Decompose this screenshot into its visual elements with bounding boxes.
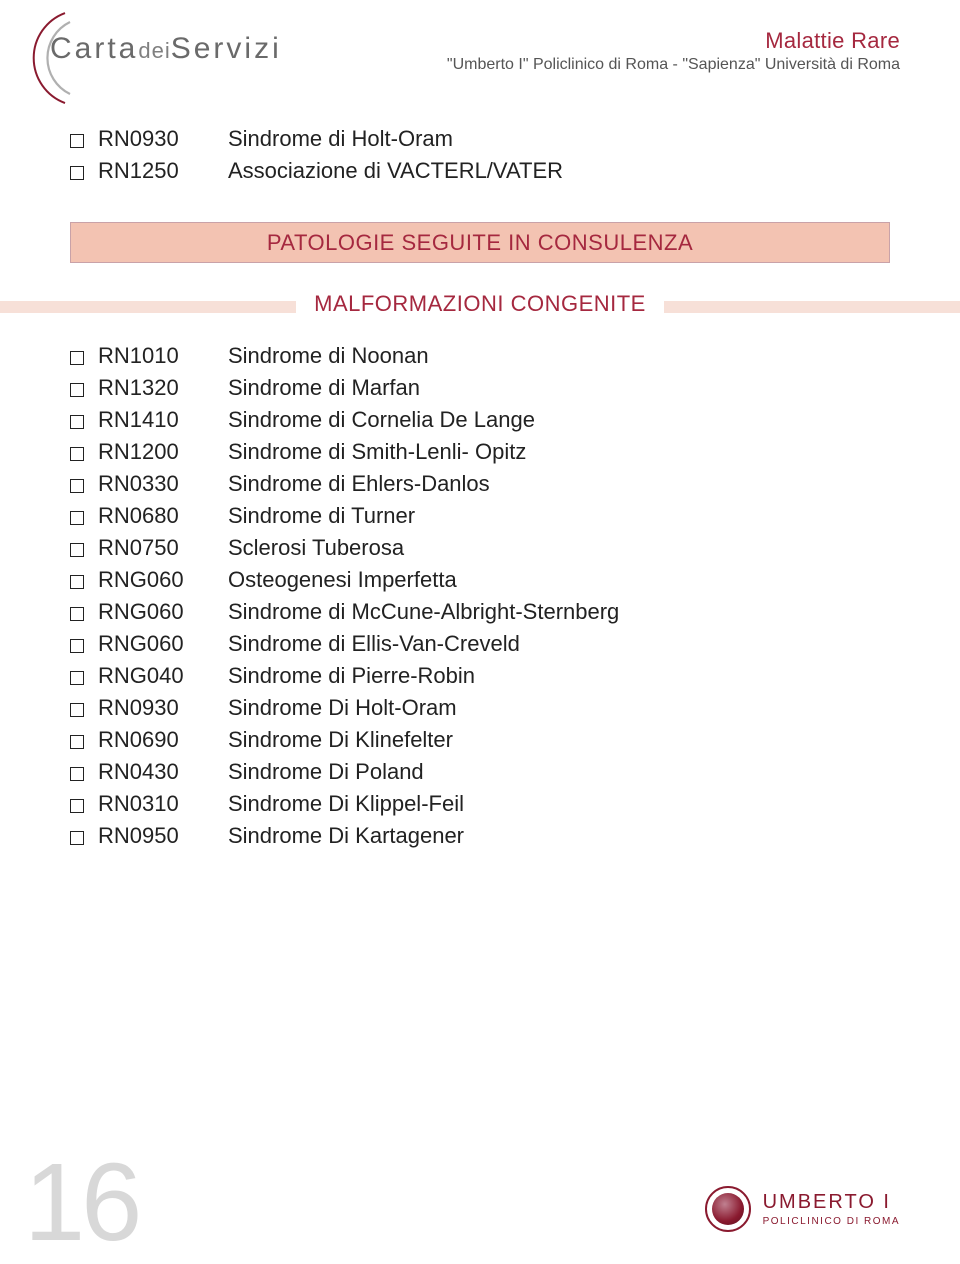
logo-word-dei: dei — [138, 38, 170, 63]
header-right: Malattie Rare "Umberto I" Policlinico di… — [447, 28, 900, 74]
disease-code: RN0430 — [98, 759, 228, 785]
sub-banner-text: MALFORMAZIONI CONGENITE — [296, 291, 664, 317]
list-item: RN1250Associazione di VACTERL/VATER — [70, 158, 890, 184]
checkbox-icon — [70, 351, 84, 365]
disease-code: RN1410 — [98, 407, 228, 433]
list-item: RN0690Sindrome Di Klinefelter — [70, 727, 890, 753]
checkbox-icon — [70, 166, 84, 180]
disease-code: RNG060 — [98, 631, 228, 657]
list-item: RN0330Sindrome di Ehlers-Danlos — [70, 471, 890, 497]
disease-description: Sindrome di Noonan — [228, 343, 429, 369]
disease-description: Sindrome Di Klinefelter — [228, 727, 453, 753]
list-item: RN0950Sindrome Di Kartagener — [70, 823, 890, 849]
footer-logo-sub: POLICLINICO DI ROMA — [763, 1216, 900, 1227]
page-content: RN0930Sindrome di Holt-OramRN1250Associa… — [0, 110, 960, 849]
list-item: RN0310Sindrome Di Klippel-Feil — [70, 791, 890, 817]
page-number: 16 — [24, 1148, 138, 1258]
page-header: CartadeiServizi Malattie Rare "Umberto I… — [0, 0, 960, 110]
section-banner: PATOLOGIE SEGUITE IN CONSULENZA — [70, 222, 890, 263]
list-item: RNG060Sindrome di Ellis-Van-Creveld — [70, 631, 890, 657]
checkbox-icon — [70, 703, 84, 717]
checkbox-icon — [70, 639, 84, 653]
checkbox-icon — [70, 767, 84, 781]
list-item: RN1320Sindrome di Marfan — [70, 375, 890, 401]
checkbox-icon — [70, 383, 84, 397]
list-item: RNG060Osteogenesi Imperfetta — [70, 567, 890, 593]
footer-logo-text-block: UMBERTO I POLICLINICO DI ROMA — [763, 1191, 900, 1227]
section-banner-text: PATOLOGIE SEGUITE IN CONSULENZA — [267, 230, 693, 255]
disease-code: RN0330 — [98, 471, 228, 497]
disease-description: Sindrome di Ehlers-Danlos — [228, 471, 490, 497]
disease-code: RN0680 — [98, 503, 228, 529]
logo-word-servizi: Servizi — [171, 32, 282, 65]
disease-code: RN0750 — [98, 535, 228, 561]
checkbox-icon — [70, 575, 84, 589]
disease-description: Osteogenesi Imperfetta — [228, 567, 457, 593]
disease-description: Sindrome Di Klippel-Feil — [228, 791, 464, 817]
list-item: RN0430Sindrome Di Poland — [70, 759, 890, 785]
disease-code: RNG040 — [98, 663, 228, 689]
disease-code: RN1010 — [98, 343, 228, 369]
seal-icon — [705, 1186, 751, 1232]
disease-description: Sindrome Di Poland — [228, 759, 424, 785]
checkbox-icon — [70, 447, 84, 461]
disease-description: Sindrome di Cornelia De Lange — [228, 407, 535, 433]
checkbox-icon — [70, 735, 84, 749]
disease-description: Sindrome Di Holt-Oram — [228, 695, 457, 721]
disease-code: RN0950 — [98, 823, 228, 849]
disease-description: Sindrome di Pierre-Robin — [228, 663, 475, 689]
disease-description: Sindrome di Marfan — [228, 375, 420, 401]
list-item: RN0680Sindrome di Turner — [70, 503, 890, 529]
footer-logo: UMBERTO I POLICLINICO DI ROMA — [705, 1186, 900, 1232]
header-subtitle: "Umberto I" Policlinico di Roma - "Sapie… — [447, 56, 900, 74]
list-item: RN1200Sindrome di Smith-Lenli- Opitz — [70, 439, 890, 465]
list-item: RN1410Sindrome di Cornelia De Lange — [70, 407, 890, 433]
list-item: RNG060Sindrome di McCune-Albright-Sternb… — [70, 599, 890, 625]
disease-description: Sindrome di Turner — [228, 503, 415, 529]
disease-description: Sclerosi Tuberosa — [228, 535, 404, 561]
disease-description: Associazione di VACTERL/VATER — [228, 158, 563, 184]
checkbox-icon — [70, 134, 84, 148]
disease-code: RN1320 — [98, 375, 228, 401]
disease-description: Sindrome di Smith-Lenli- Opitz — [228, 439, 526, 465]
checkbox-icon — [70, 511, 84, 525]
logo-text: CartadeiServizi — [50, 32, 282, 66]
checkbox-icon — [70, 671, 84, 685]
list-item: RNG040Sindrome di Pierre-Robin — [70, 663, 890, 689]
disease-list: RN1010Sindrome di NoonanRN1320Sindrome d… — [70, 343, 890, 849]
disease-description: Sindrome di Holt-Oram — [228, 126, 453, 152]
checkbox-icon — [70, 831, 84, 845]
logo-word-carta: Carta — [50, 32, 138, 65]
disease-code: RNG060 — [98, 567, 228, 593]
disease-code: RN0930 — [98, 126, 228, 152]
checkbox-icon — [70, 543, 84, 557]
disease-description: Sindrome Di Kartagener — [228, 823, 464, 849]
disease-code: RNG060 — [98, 599, 228, 625]
disease-description: Sindrome di Ellis-Van-Creveld — [228, 631, 520, 657]
footer-logo-name: UMBERTO I — [763, 1191, 900, 1214]
disease-code: RN0310 — [98, 791, 228, 817]
checkbox-icon — [70, 799, 84, 813]
checkbox-icon — [70, 607, 84, 621]
list-item: RN0930Sindrome di Holt-Oram — [70, 126, 890, 152]
sub-banner: MALFORMAZIONI CONGENITE — [70, 291, 890, 323]
list-item: RN0930Sindrome Di Holt-Oram — [70, 695, 890, 721]
list-item: RN1010Sindrome di Noonan — [70, 343, 890, 369]
disease-code: RN1200 — [98, 439, 228, 465]
list-item: RN0750Sclerosi Tuberosa — [70, 535, 890, 561]
disease-code: RN0690 — [98, 727, 228, 753]
disease-description: Sindrome di McCune-Albright-Sternberg — [228, 599, 619, 625]
disease-code: RN1250 — [98, 158, 228, 184]
checkbox-icon — [70, 415, 84, 429]
top-rows-list: RN0930Sindrome di Holt-OramRN1250Associa… — [70, 126, 890, 184]
disease-code: RN0930 — [98, 695, 228, 721]
checkbox-icon — [70, 479, 84, 493]
header-title: Malattie Rare — [447, 28, 900, 54]
